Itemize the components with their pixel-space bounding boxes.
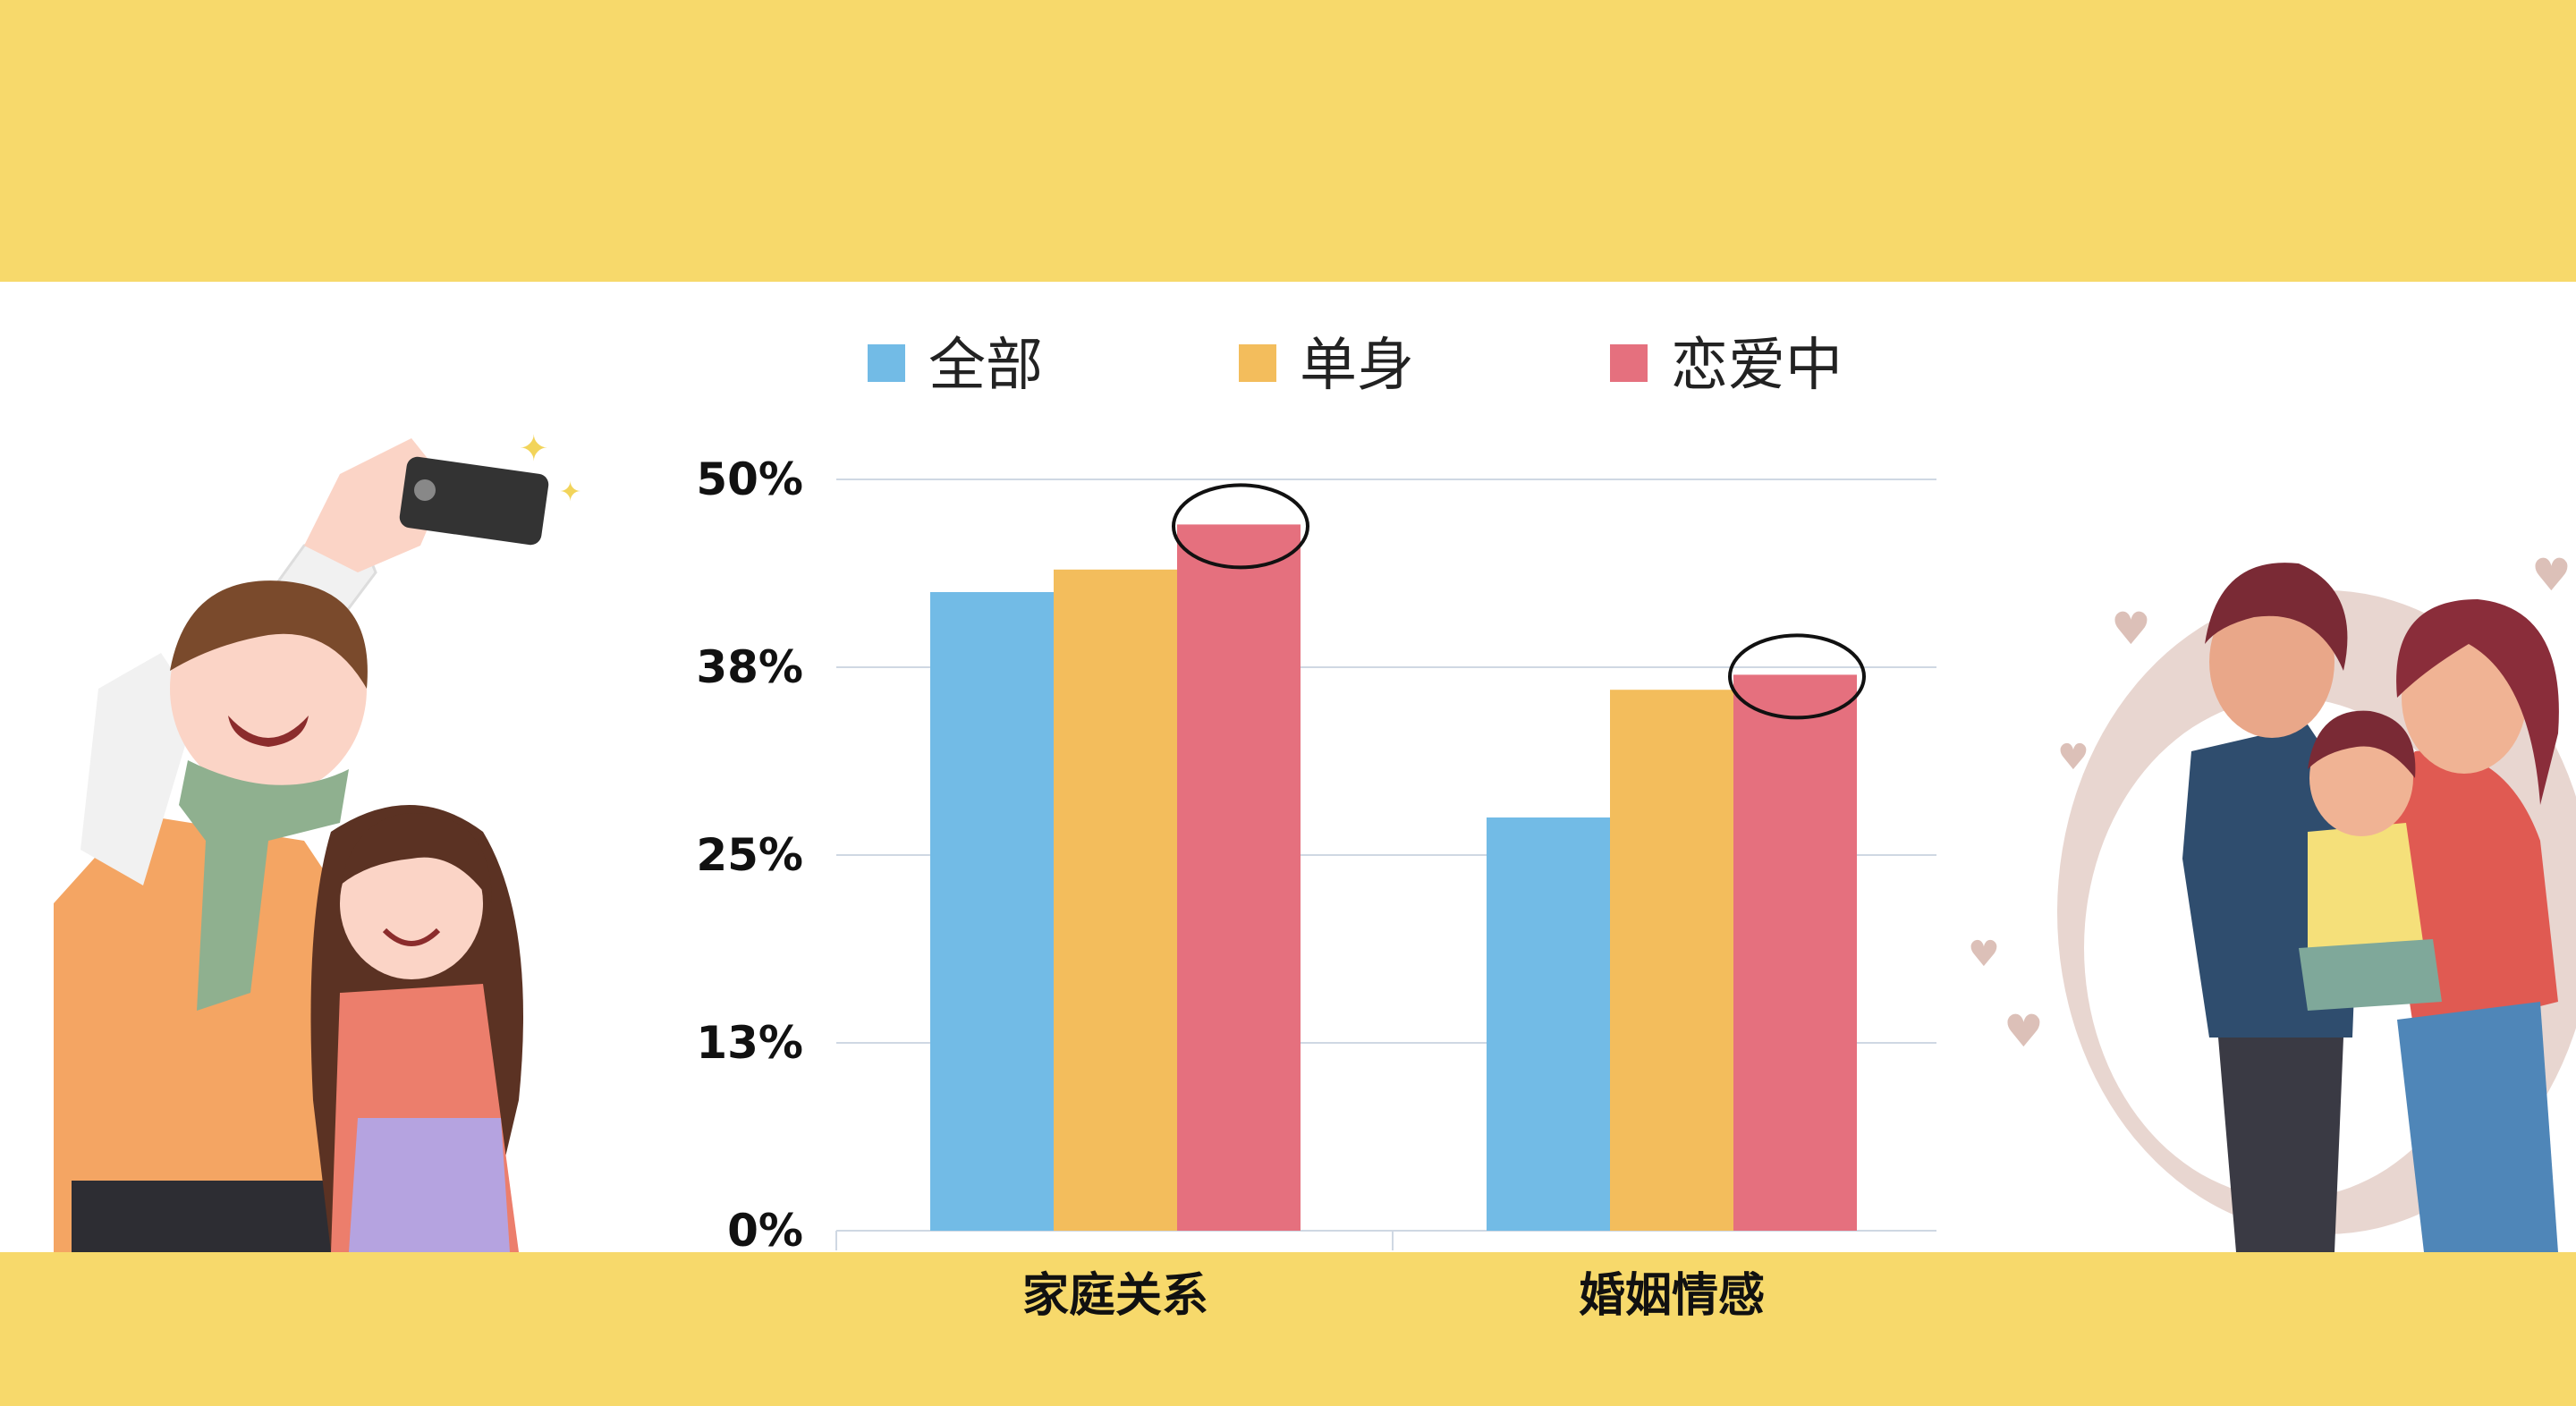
couple-selfie-illustration: ✦ ✦ [54,428,581,1252]
y-axis: 0% 13% 25% 38% 50% [696,453,803,1257]
legend-label: 全部 [928,333,1043,399]
y-tick-label: 38% [696,641,803,693]
svg-text:♥: ♥ [2111,603,2151,655]
svg-text:♥: ♥ [2531,549,2572,601]
svg-text:✦: ✦ [519,428,549,470]
x-category-label: 婚姻情感 [1579,1269,1765,1323]
bar-2-1 [1487,817,1610,1231]
chart-annotations [1172,483,1866,720]
legend-swatch [1239,344,1276,382]
bar-1-1 [930,592,1054,1231]
x-axis: 家庭关系 婚姻情感 [835,1231,1765,1323]
bar-2-3 [1733,674,1857,1231]
y-tick-label: 50% [696,453,803,505]
svg-text:✦: ✦ [559,477,581,508]
bar-1-2 [1054,569,1177,1231]
legend-swatch [868,344,905,382]
svg-text:♥: ♥ [2004,1005,2044,1057]
top-yellow-band [0,0,2576,282]
bottom-yellow-band [0,1252,2576,1406]
legend-label: 单身 [1300,333,1414,399]
y-tick-label: 13% [696,1017,803,1069]
svg-text:♥: ♥ [1968,934,2000,975]
svg-text:♥: ♥ [2057,737,2089,778]
highlight-circle [1172,483,1309,570]
y-tick-label: 0% [727,1205,803,1257]
family-illustration: ♥ ♥ ♥ ♥ ♥ [1968,549,2576,1252]
legend-label: 恋爱中 [1671,333,1843,399]
bar-1-3 [1177,524,1301,1231]
y-tick-label: 25% [696,829,803,881]
highlight-circle [1728,633,1866,720]
bar-2-2 [1610,690,1733,1231]
x-category-label: 家庭关系 [1022,1269,1208,1323]
chart-bars [930,524,1857,1231]
legend-swatch [1610,344,1648,382]
chart-legend: 全部 单身 恋爱中 [868,333,1843,399]
